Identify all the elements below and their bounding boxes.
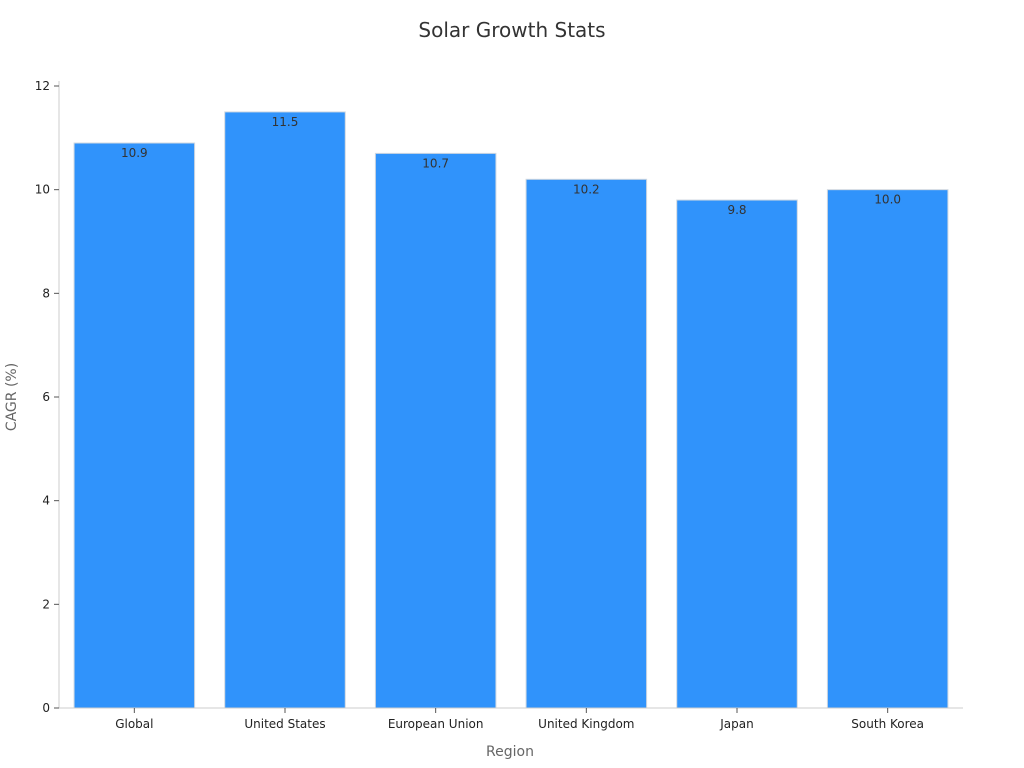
x-tick-label: Global <box>115 717 153 731</box>
bar-value-label: 10.7 <box>422 156 449 170</box>
x-tick-label: European Union <box>388 717 484 731</box>
y-tick-label: 6 <box>42 390 50 404</box>
y-tick-label: 0 <box>42 701 50 715</box>
y-tick-label: 8 <box>42 286 50 300</box>
bar-value-label: 10.2 <box>573 182 600 196</box>
x-tick-label: South Korea <box>851 717 924 731</box>
y-tick-label: 2 <box>42 597 50 611</box>
y-axis-title: CAGR (%) <box>4 363 20 431</box>
bar-japan <box>676 199 798 709</box>
bars-group <box>73 111 949 709</box>
bar-global <box>73 142 196 709</box>
y-tick-label: 4 <box>42 494 50 508</box>
bar-south-korea <box>826 189 949 709</box>
bar-value-label: 10.9 <box>121 146 148 160</box>
bar-value-label: 11.5 <box>272 115 299 129</box>
bar-value-label: 10.0 <box>874 193 901 207</box>
x-ticks-group: Global United States European Union United … <box>115 708 924 731</box>
bar-united-states <box>224 111 346 709</box>
bar-european-union <box>374 152 497 709</box>
bar-value-label: 9.8 <box>727 203 746 217</box>
x-tick-label: United Kingdom <box>538 717 634 731</box>
y-tick-label: 10 <box>35 183 50 197</box>
y-tick-label: 12 <box>35 79 50 93</box>
axes-group <box>58 81 963 709</box>
x-tick-label: Japan <box>719 717 753 731</box>
data-labels-group: 10.9 11.5 10.7 10.2 9.8 10.0 <box>121 115 901 217</box>
x-tick-label: United States <box>244 717 325 731</box>
x-axis-title: Region <box>486 744 534 760</box>
bar-united-kingdom <box>525 178 648 709</box>
chart-title: Solar Growth Stats <box>418 18 606 42</box>
y-ticks-group: 0 2 4 6 8 10 12 <box>35 79 59 715</box>
